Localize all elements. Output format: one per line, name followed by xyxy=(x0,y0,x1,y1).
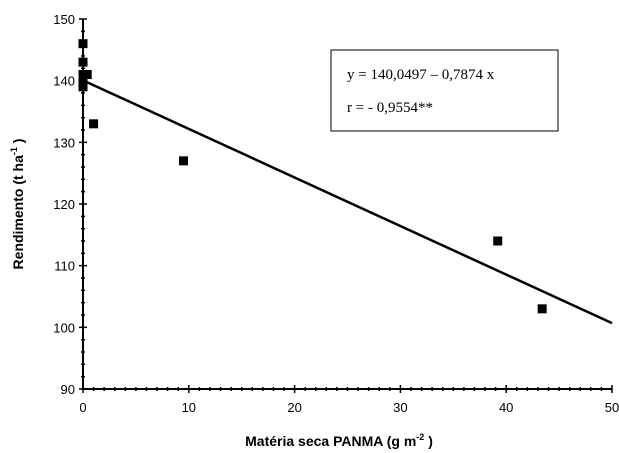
data-point xyxy=(78,76,88,86)
x-tick-label: 50 xyxy=(605,400,619,415)
y-tick-label: 120 xyxy=(53,197,75,212)
data-point xyxy=(78,82,88,92)
correlation-coefficient: r = - 0,9554** xyxy=(347,100,433,116)
x-tick-label: 0 xyxy=(79,400,86,415)
data-point xyxy=(78,57,88,67)
x-axis-title-end: ) xyxy=(424,433,433,449)
y-axis-title: Rendimento (t ha-1 ) xyxy=(9,139,26,270)
y-tick-label: 90 xyxy=(61,382,75,397)
equation-box xyxy=(330,49,559,132)
y-tick-label: 150 xyxy=(53,12,75,27)
y-tick-label: 130 xyxy=(53,135,75,150)
data-point xyxy=(537,304,547,314)
x-tick-label: 40 xyxy=(499,400,513,415)
regression-line xyxy=(82,79,613,325)
x-tick-label: 30 xyxy=(393,400,407,415)
data-point xyxy=(78,39,88,49)
y-tick-label: 100 xyxy=(53,320,75,335)
y-tick-label: 140 xyxy=(53,74,75,89)
regression-equation: y = 140,0497 – 0,7874 x xyxy=(347,67,495,83)
y-axis-title-sup: -1 xyxy=(9,147,19,155)
data-point xyxy=(89,119,99,129)
data-points xyxy=(78,39,547,314)
data-point xyxy=(493,236,503,246)
x-axis-title-sup: -2 xyxy=(416,432,424,442)
data-point xyxy=(82,70,92,79)
x-axis-title-main: Matéria seca PANMA (g m xyxy=(245,433,416,449)
y-axis-title-end: ) xyxy=(10,139,26,148)
x-axis-title: Matéria seca PANMA (g m-2 ) xyxy=(245,432,433,449)
data-point xyxy=(179,156,189,166)
y-tick-label: 110 xyxy=(54,259,75,274)
x-tick-label: 20 xyxy=(287,400,301,415)
y-axis-title-main: Rendimento (t ha xyxy=(10,155,26,270)
axis-ticks: 90 100 110 120 130 140 150 0 10 20 30 40 50 xyxy=(53,12,619,415)
x-tick-label: 10 xyxy=(182,400,196,415)
